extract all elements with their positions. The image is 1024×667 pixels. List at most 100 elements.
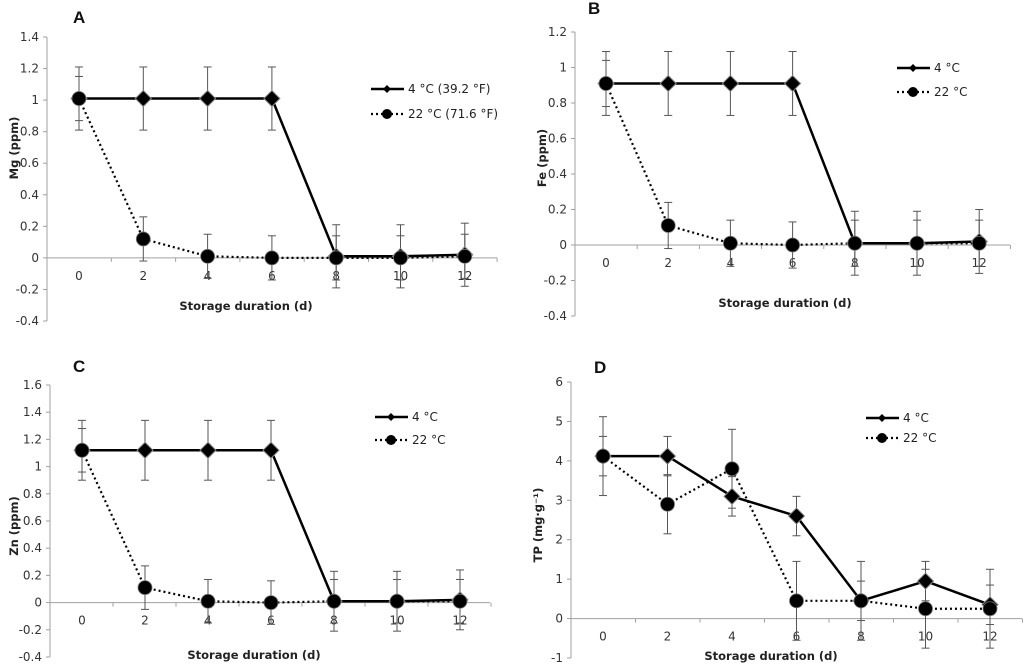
data-point-4c xyxy=(136,441,154,459)
y-tick-label: 1.4 xyxy=(23,405,42,419)
y-tick-label: 0.4 xyxy=(20,188,39,202)
legend: 4 °C 22 °C xyxy=(897,61,967,99)
y-tick-label: 0.2 xyxy=(548,203,567,217)
x-tick-label: 2 xyxy=(141,614,149,628)
x-tick-label: 0 xyxy=(78,614,86,628)
data-point-22c xyxy=(971,235,987,251)
legend-label: 4 °C xyxy=(934,61,960,75)
data-point-22c xyxy=(452,593,468,609)
y-tick-label: 0 xyxy=(559,238,567,252)
y-tick-label: 0.8 xyxy=(20,125,39,139)
data-point-4c xyxy=(263,89,281,108)
y-tick-label: 5 xyxy=(555,414,563,428)
y-tick-label: -0.4 xyxy=(544,309,567,323)
data-point-22c xyxy=(137,580,153,596)
panel-b: B1.210.80.60.40.20-0.2-0.4024681012Stora… xyxy=(535,0,1011,323)
legend-label: 22 °C xyxy=(934,85,967,99)
y-tick-label: 2 xyxy=(555,533,563,547)
panel-label: A xyxy=(73,8,85,27)
y-tick-label: -0.2 xyxy=(16,282,39,296)
data-point-22c xyxy=(982,601,998,617)
y-tick-label: 0.2 xyxy=(20,219,39,233)
y-tick-label: -0.4 xyxy=(16,314,39,328)
legend-marker-circle xyxy=(386,435,396,445)
y-tick-label: 0.6 xyxy=(548,132,567,146)
data-point-22c xyxy=(328,250,344,266)
y-axis-title: Zn (ppm) xyxy=(7,496,21,556)
y-tick-label: -0.4 xyxy=(19,650,42,664)
y-tick-label: 0.4 xyxy=(548,167,567,181)
y-tick-label: 0.8 xyxy=(548,96,567,110)
y-tick-label: 1.2 xyxy=(23,432,42,446)
panel-label: B xyxy=(588,0,600,18)
x-axis-title: Storage duration (d) xyxy=(718,296,851,310)
legend-label: 4 °C xyxy=(412,410,438,424)
data-point-22c xyxy=(847,235,863,251)
data-point-22c xyxy=(71,91,87,106)
legend-label: 22 °C (71.6 °F) xyxy=(408,107,498,121)
data-point-4c xyxy=(262,441,280,459)
panel-label: C xyxy=(73,357,85,376)
data-point-22c xyxy=(135,231,151,247)
data-point-4c xyxy=(723,487,741,506)
legend-marker-circle xyxy=(908,87,918,97)
data-point-4c xyxy=(916,572,935,590)
data-point-22c xyxy=(74,442,90,458)
y-tick-label: 1.2 xyxy=(548,25,567,39)
data-point-22c xyxy=(598,76,614,91)
x-tick-label: 0 xyxy=(602,256,610,270)
data-point-4c xyxy=(659,74,677,93)
data-point-22c xyxy=(457,248,473,264)
y-tick-label: 1.4 xyxy=(20,30,39,44)
y-tick-label: 4 xyxy=(555,454,563,468)
y-axis-title: Fe (ppm) xyxy=(535,129,549,187)
y-axis-title: TP (mg·g⁻¹) xyxy=(531,488,545,563)
legend: 4 °C 22 °C xyxy=(866,411,936,445)
data-point-22c xyxy=(393,250,408,266)
y-tick-label: 0.6 xyxy=(23,514,42,528)
legend-marker-diamond xyxy=(909,64,917,72)
data-point-22c xyxy=(595,448,611,464)
panel-label: D xyxy=(594,358,606,377)
data-point-4c xyxy=(134,89,153,108)
legend-label: 22 °C xyxy=(412,433,445,447)
data-point-22c xyxy=(660,496,675,512)
x-tick-label: 0 xyxy=(75,269,83,283)
data-point-4c xyxy=(658,447,677,465)
data-point-4c xyxy=(787,507,806,525)
data-point-22c xyxy=(724,461,740,477)
legend-label: 4 °C (39.2 °F) xyxy=(408,82,490,96)
data-point-4c xyxy=(199,441,217,459)
y-tick-label: 0 xyxy=(31,251,39,265)
y-tick-label: 6 xyxy=(555,375,563,389)
y-axis-title: Mg (ppm) xyxy=(7,117,21,180)
x-axis-title: Storage duration (d) xyxy=(179,299,312,313)
y-tick-label: 0.4 xyxy=(23,541,42,555)
y-tick-label: -0.2 xyxy=(544,274,567,288)
panel-c: C1.61.41.210.80.60.40.20-0.2-0.402468101… xyxy=(7,357,492,664)
y-tick-label: 0.8 xyxy=(23,487,42,501)
y-tick-label: 0 xyxy=(34,596,42,610)
y-tick-label: 1 xyxy=(34,460,42,474)
panel-a: A1.41.210.80.60.40.20-0.2-0.4024681012St… xyxy=(7,8,498,328)
data-point-22c xyxy=(723,235,738,251)
legend: 4 °C 22 °C xyxy=(375,410,445,447)
data-point-22c xyxy=(389,593,405,609)
data-point-22c xyxy=(326,593,342,609)
x-axis-title: Storage duration (d) xyxy=(704,649,837,663)
y-tick-label: 1.6 xyxy=(23,378,42,392)
data-point-22c xyxy=(200,248,216,264)
y-tick-label: -0.2 xyxy=(19,623,42,637)
y-tick-label: 0.2 xyxy=(23,568,42,582)
x-tick-label: 2 xyxy=(664,256,672,270)
data-point-22c xyxy=(853,593,869,609)
legend-label: 4 °C xyxy=(903,411,929,425)
x-tick-label: 2 xyxy=(139,269,147,283)
legend: 4 °C (39.2 °F) 22 °C (71.6 °F) xyxy=(371,82,498,121)
y-tick-label: 0 xyxy=(555,612,563,626)
data-point-22c xyxy=(909,235,925,251)
data-point-22c xyxy=(785,237,800,253)
x-tick-label: 4 xyxy=(728,630,736,644)
